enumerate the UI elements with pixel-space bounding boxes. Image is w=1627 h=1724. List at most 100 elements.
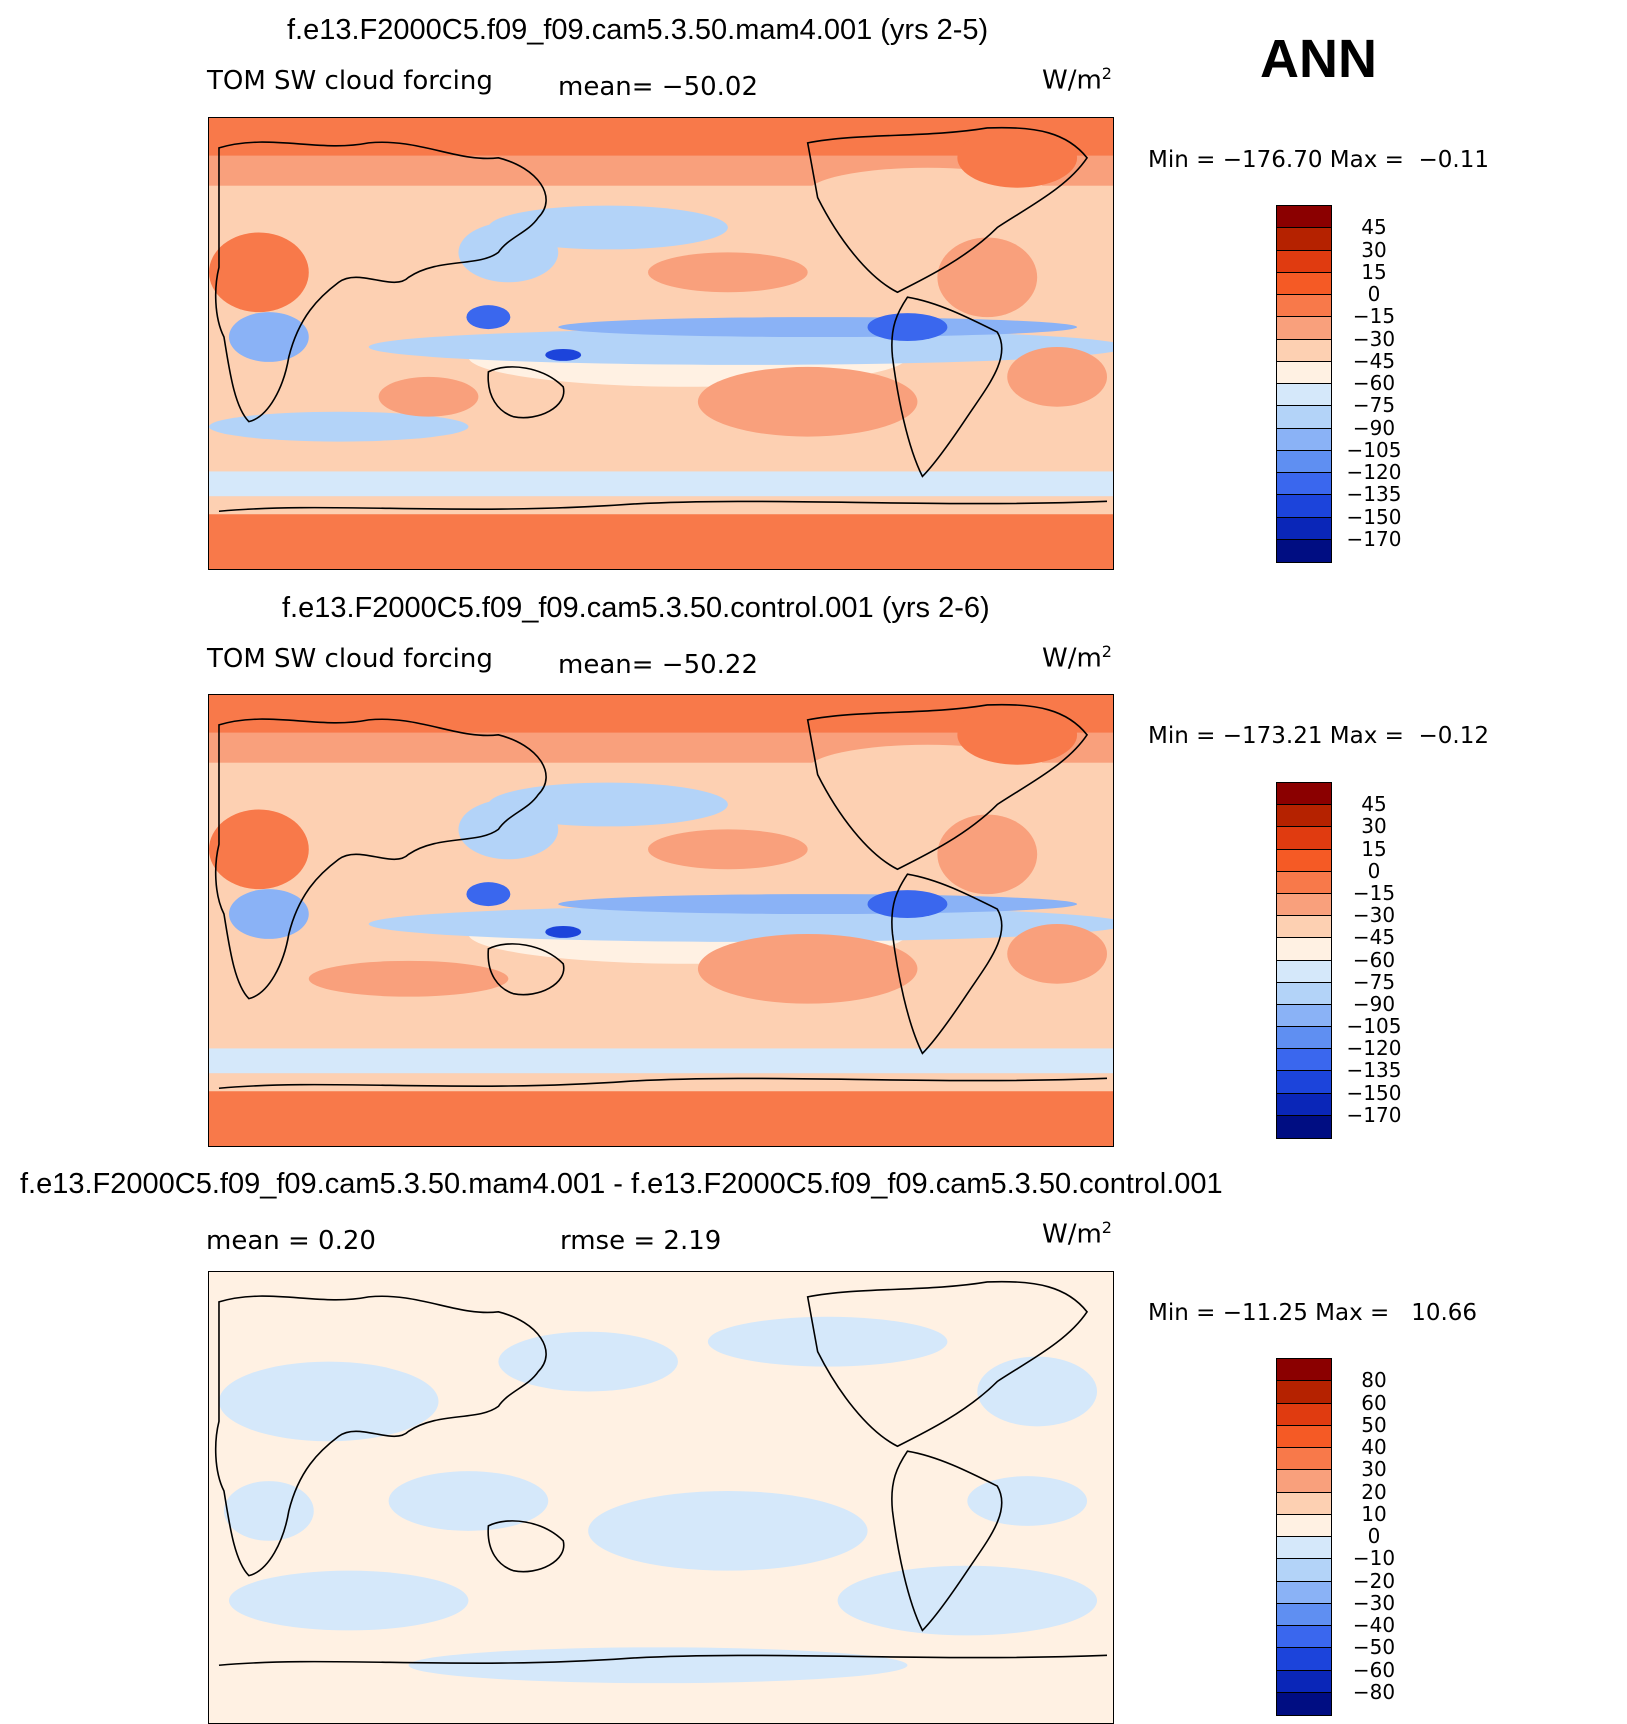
colorbar-swatch: [1277, 893, 1331, 917]
panel-1-map: [208, 117, 1114, 570]
colorbar-level-label: 0: [1367, 282, 1381, 306]
colorbar-level-label: −120: [1346, 1036, 1402, 1061]
colorbar-swatch: [1277, 1514, 1331, 1537]
panel-3-colorbar: [1276, 1358, 1332, 1716]
colorbar-swatch: [1277, 1115, 1331, 1138]
colorbar-level-label: −120: [1346, 460, 1402, 484]
colorbar-swatch: [1277, 428, 1331, 451]
colorbar-level-label: −60: [1352, 371, 1396, 395]
colorbar-swatch: [1277, 1559, 1331, 1582]
colorbar-swatch: [1277, 473, 1331, 496]
colorbar-swatch: [1277, 384, 1331, 407]
colorbar-level-label: −20: [1352, 1568, 1396, 1593]
colorbar-level-label: −135: [1346, 482, 1402, 507]
colorbar-level-label: −60: [1352, 947, 1396, 972]
panel-1-mean: mean= −50.02: [558, 72, 759, 102]
colorbar-level-label: 30: [1361, 1457, 1387, 1482]
colorbar-level-label: −30: [1352, 903, 1396, 928]
colorbar-swatch: [1277, 495, 1331, 518]
panel-1-title: f.e13.F2000C5.f09_f09.cam5.3.50.mam4.001…: [287, 14, 989, 46]
colorbar-swatch: [1277, 250, 1331, 273]
colorbar-swatch: [1277, 317, 1331, 340]
colorbar-swatch: [1277, 827, 1331, 850]
colorbar-level-label: 60: [1361, 1390, 1387, 1415]
colorbar-swatch: [1277, 1470, 1331, 1493]
colorbar-level-label: 45: [1361, 215, 1387, 240]
panel-1-colorbar: [1276, 205, 1332, 563]
colorbar-swatch: [1277, 361, 1331, 384]
colorbar-swatch: [1277, 1381, 1331, 1404]
colorbar-level-label: −45: [1352, 925, 1396, 950]
colorbar-swatch: [1277, 450, 1331, 473]
colorbar-level-label: −170: [1346, 526, 1402, 551]
panel-3-contour-field: [209, 1272, 1113, 1723]
colorbar-swatch: [1277, 295, 1331, 318]
panel-1-contour-field: [209, 118, 1113, 569]
colorbar-swatch: [1277, 1626, 1331, 1649]
colorbar-level-label: −40: [1352, 1613, 1396, 1637]
colorbar-swatch: [1277, 1603, 1331, 1626]
panel-2-variable: TOM SW cloud forcing: [207, 644, 493, 674]
colorbar-swatch: [1277, 783, 1331, 806]
colorbar-level-label: −90: [1352, 415, 1396, 440]
colorbar-swatch: [1277, 206, 1331, 229]
colorbar-swatch: [1277, 272, 1331, 295]
colorbar-swatch: [1277, 916, 1331, 939]
colorbar-swatch: [1277, 1027, 1331, 1050]
colorbar-level-label: 45: [1361, 792, 1387, 817]
panel-3-map: [208, 1271, 1114, 1724]
panel-3-units: W/m2: [1042, 1218, 1112, 1250]
colorbar-level-label: 80: [1361, 1368, 1387, 1393]
panel-2-mean: mean= −50.22: [558, 650, 759, 680]
panel-2-contour-field: [209, 695, 1113, 1146]
panel-1-units: W/m2: [1042, 64, 1112, 96]
colorbar-level-label: −30: [1352, 326, 1396, 351]
colorbar-swatch: [1277, 339, 1331, 362]
panel-3-title: f.e13.F2000C5.f09_f09.cam5.3.50.mam4.001…: [20, 1168, 1223, 1200]
panel-2-title: f.e13.F2000C5.f09_f09.cam5.3.50.control.…: [282, 592, 990, 624]
colorbar-level-label: −105: [1346, 437, 1402, 462]
panel-2-units: W/m2: [1042, 642, 1112, 674]
colorbar-swatch: [1277, 406, 1331, 429]
panel-3-colorbar-labels: 80 60 50 40 30 20 10 0 −10 −20 −30 −40 −50 −60 −80: [1342, 1358, 1412, 1716]
colorbar-swatch: [1277, 1448, 1331, 1471]
colorbar-level-label: 0: [1367, 858, 1381, 883]
colorbar-swatch: [1277, 1004, 1331, 1028]
colorbar-level-label: −150: [1346, 1080, 1402, 1105]
panel-1-variable: TOM SW cloud forcing: [207, 66, 493, 96]
colorbar-level-label: 30: [1361, 237, 1387, 262]
colorbar-level-label: 30: [1361, 814, 1387, 839]
colorbar-level-label: 20: [1361, 1479, 1387, 1504]
panel-1-colorbar-labels: 45 30 15 0 −15 −30 −45 −60 −75 −90 −105 −120 −135 −15…: [1342, 205, 1412, 563]
colorbar-swatch: [1277, 805, 1331, 828]
panel-3-mean: mean = 0.20: [206, 1226, 376, 1256]
season-label: ANN: [1260, 29, 1377, 89]
colorbar-level-label: −80: [1352, 1679, 1396, 1704]
colorbar-swatch: [1277, 1581, 1331, 1604]
colorbar-swatch: [1277, 539, 1331, 562]
colorbar-swatch: [1277, 982, 1331, 1005]
colorbar-swatch: [1277, 1403, 1331, 1426]
colorbar-swatch: [1277, 1492, 1331, 1515]
panel-1-minmax: Min = −176.70 Max = −0.11: [1148, 147, 1490, 173]
colorbar-swatch: [1277, 1692, 1331, 1715]
colorbar-level-label: 15: [1361, 259, 1387, 284]
colorbar-level-label: −135: [1346, 1058, 1402, 1083]
colorbar-level-label: 50: [1361, 1412, 1387, 1437]
colorbar-swatch: [1277, 1071, 1331, 1094]
panel-3-minmax: Min = −11.25 Max = 10.66: [1148, 1300, 1478, 1326]
colorbar-level-label: −75: [1352, 393, 1396, 418]
colorbar-level-label: −15: [1352, 304, 1396, 329]
panel-2-map: [208, 694, 1114, 1147]
colorbar-swatch: [1277, 849, 1331, 872]
colorbar-level-label: 10: [1361, 1501, 1387, 1526]
colorbar-swatch: [1277, 1425, 1331, 1448]
colorbar-level-label: −45: [1352, 348, 1396, 373]
colorbar-level-label: −50: [1352, 1635, 1396, 1660]
colorbar-swatch: [1277, 228, 1331, 251]
colorbar-swatch: [1277, 1537, 1331, 1560]
colorbar-level-label: −105: [1346, 1014, 1402, 1039]
colorbar-level-label: −60: [1352, 1657, 1396, 1682]
colorbar-swatch: [1277, 938, 1331, 961]
panel-3-rmse: rmse = 2.19: [560, 1226, 722, 1256]
